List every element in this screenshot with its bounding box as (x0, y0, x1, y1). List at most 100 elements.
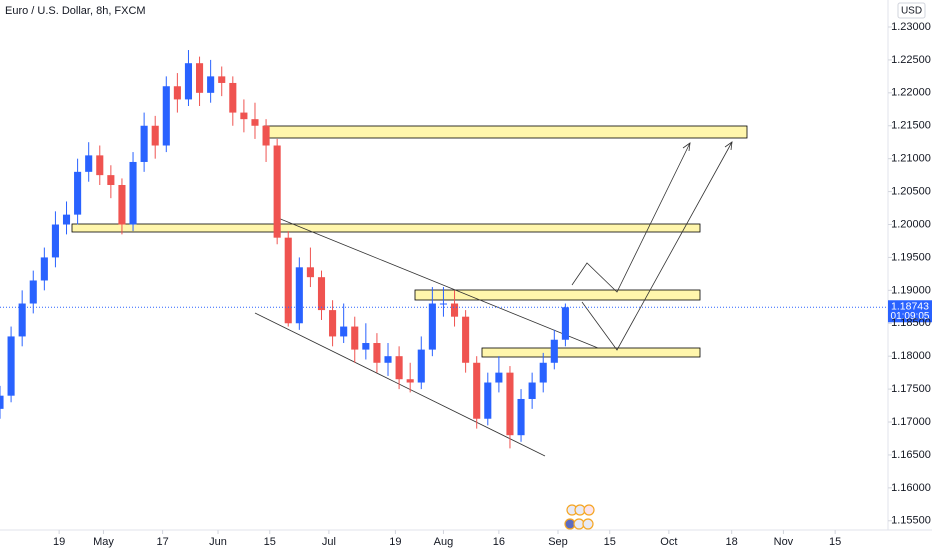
candle-body (406, 379, 414, 383)
candle-body (51, 224, 59, 258)
candle-body (162, 86, 170, 146)
x-tick-label: 19 (389, 536, 401, 548)
candle-body (29, 280, 37, 304)
event-icons (564, 504, 595, 530)
arrow-head (682, 142, 691, 152)
y-tick-label: 1.18500 (891, 317, 931, 329)
trend-line (254, 312, 546, 457)
y-tick-label: 1.20000 (891, 218, 931, 230)
y-tick-label: 1.22500 (891, 54, 931, 66)
y-tick-label: 1.17500 (891, 383, 931, 395)
y-tick-label: 1.20500 (891, 185, 931, 197)
candle-body (151, 125, 159, 146)
candle-body (517, 398, 525, 436)
zone (263, 125, 748, 139)
zone (414, 289, 701, 301)
x-tick-label: May (93, 536, 114, 548)
candle-body (140, 125, 148, 162)
candle-body (0, 395, 4, 409)
candle-body (129, 161, 137, 225)
y-tick-label: 1.16000 (891, 482, 931, 494)
trend-line (277, 217, 599, 349)
x-tick-label: 15 (264, 536, 276, 548)
candle-body (118, 185, 126, 225)
x-tick-label: 16 (493, 536, 505, 548)
candle-body (18, 303, 26, 337)
candle-body (173, 86, 181, 100)
last-price-label: 1.18743 (891, 301, 929, 313)
candle-body (550, 339, 558, 363)
y-tick-label: 1.23000 (891, 21, 931, 33)
candle-body (96, 155, 104, 176)
candle-body (428, 303, 436, 350)
y-tick-label: 1.21500 (891, 120, 931, 132)
candle-body (539, 362, 547, 383)
candle-body (218, 76, 226, 83)
x-tick-label: 17 (156, 536, 168, 548)
candle-body (384, 356, 392, 363)
candle-body (462, 316, 470, 363)
candle-body (351, 326, 359, 350)
candles (0, 50, 569, 449)
y-tick-label: 1.19000 (891, 284, 931, 296)
x-tick-label: Oct (660, 536, 677, 548)
candle-body (40, 257, 48, 281)
symbol-title: Euro / U.S. Dollar, 8h, FXCM (5, 5, 146, 17)
candle-body (506, 372, 514, 436)
candle-body (528, 382, 536, 399)
candle-body (340, 326, 348, 337)
candle-body (473, 362, 481, 419)
x-tick-label: 15 (604, 536, 616, 548)
y-tick-label: 1.18000 (891, 350, 931, 362)
candle-body (450, 303, 459, 317)
candle-body (184, 63, 193, 100)
y-tick-label: 1.17000 (891, 416, 931, 428)
candle-body (362, 343, 370, 350)
candle-body (240, 112, 248, 120)
x-tick-label: 15 (829, 536, 841, 548)
candle-body (439, 303, 447, 305)
candle-body (229, 82, 237, 113)
candle-body (417, 349, 425, 383)
candle-body (196, 63, 204, 93)
candle-body (306, 267, 314, 278)
candle-body (107, 175, 115, 186)
candle-body (207, 76, 215, 93)
zone (481, 347, 701, 358)
arrow-head (724, 141, 733, 151)
candle-body (484, 382, 492, 419)
candle-body (317, 277, 326, 311)
candle-body (62, 214, 71, 225)
y-tick-label: 1.15500 (891, 515, 931, 527)
candle-body (495, 372, 503, 383)
candle-body (284, 237, 292, 324)
candle-body (561, 307, 569, 340)
y-tick-label: 1.21000 (891, 153, 931, 165)
y-tick-label: 1.22000 (891, 87, 931, 99)
candle-body (251, 119, 259, 126)
y-tick-label: 1.19500 (891, 251, 931, 263)
x-tick-label: Jun (209, 536, 227, 548)
candle-body (373, 343, 381, 363)
y-tick-label: 1.16500 (891, 449, 931, 461)
candle-body (295, 267, 303, 324)
zone (71, 223, 701, 233)
x-tick-label: Nov (774, 536, 794, 548)
candle-body (262, 125, 270, 146)
candle-body (329, 310, 337, 337)
currency-button[interactable] (897, 2, 926, 19)
candle-body (395, 356, 403, 380)
projection-path (581, 141, 733, 351)
x-tick-label: Sep (548, 536, 568, 548)
currency-label[interactable]: USD (901, 6, 922, 17)
candle-body (7, 336, 15, 396)
x-tick-label: Jul (322, 536, 336, 548)
x-tick-label: 18 (726, 536, 738, 548)
countdown-label: 01:09:05 (891, 311, 930, 322)
x-tick-label: Aug (434, 536, 454, 548)
last-price-box (888, 300, 932, 323)
candle-body (74, 171, 82, 215)
